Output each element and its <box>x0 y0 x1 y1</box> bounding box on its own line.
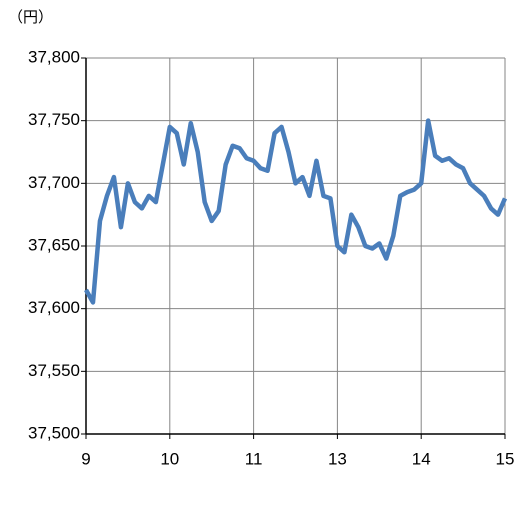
x-tick-label: 15 <box>496 449 515 468</box>
y-tick-label: 37,700 <box>28 173 80 192</box>
y-tick-label: 37,750 <box>28 110 80 129</box>
x-tick-label: 14 <box>412 449 431 468</box>
x-tick-label: 9 <box>81 449 90 468</box>
x-tick-label: 13 <box>328 449 347 468</box>
y-tick-label: 37,800 <box>28 47 80 66</box>
y-tick-label: 37,600 <box>28 298 80 317</box>
x-tick-label: 10 <box>160 449 179 468</box>
price-line <box>84 118 508 305</box>
x-tick-label: 11 <box>245 449 263 468</box>
y-tick-label: 37,550 <box>28 361 80 380</box>
y-unit-label: （円） <box>8 9 53 26</box>
y-tick-label: 37,650 <box>28 235 80 254</box>
y-tick-label: 37,500 <box>28 423 80 442</box>
